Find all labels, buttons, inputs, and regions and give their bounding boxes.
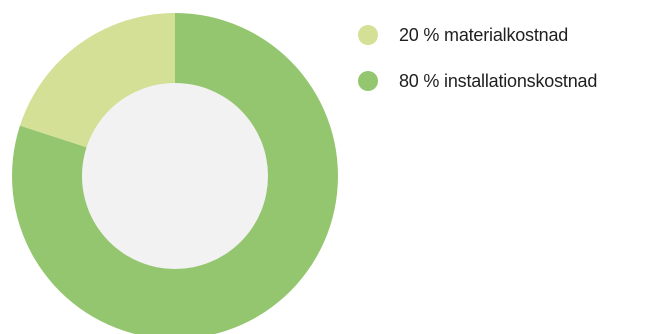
legend-label-materialkostnad: 20 % materialkostnad — [399, 24, 569, 45]
slice-installationskostnad — [12, 13, 338, 334]
legend-swatch-installationskostnad — [358, 71, 378, 91]
donut-hole — [82, 83, 268, 269]
legend-swatch-materialkostnad — [358, 25, 378, 45]
legend-item-materialkostnad: 20 % materialkostnad — [358, 19, 597, 51]
legend-item-installationskostnad: 80 % installationskostnad — [358, 65, 597, 97]
chart-legend: 20 % materialkostnad 80 % installationsk… — [358, 19, 597, 111]
legend-label-installationskostnad: 80 % installationskostnad — [399, 70, 598, 91]
